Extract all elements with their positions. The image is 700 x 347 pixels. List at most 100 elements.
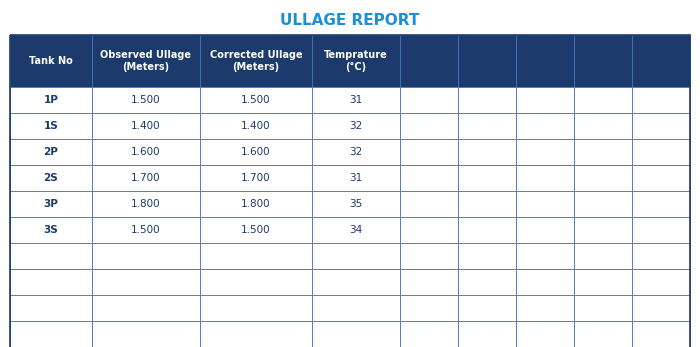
- Bar: [632, 191, 690, 217]
- Bar: [312, 217, 400, 243]
- Bar: [92, 165, 200, 191]
- Bar: [574, 165, 632, 191]
- Bar: [92, 191, 200, 217]
- Bar: [312, 295, 400, 321]
- Text: 1.700: 1.700: [241, 173, 271, 183]
- Text: 1.500: 1.500: [241, 95, 271, 105]
- Bar: [400, 295, 458, 321]
- Bar: [516, 217, 574, 243]
- Bar: [10, 295, 92, 321]
- Bar: [10, 191, 92, 217]
- Text: 1.500: 1.500: [241, 225, 271, 235]
- Bar: [10, 321, 92, 347]
- Bar: [400, 217, 458, 243]
- Bar: [92, 321, 200, 347]
- Bar: [200, 217, 312, 243]
- Bar: [92, 269, 200, 295]
- Text: 3P: 3P: [43, 199, 58, 209]
- Bar: [516, 165, 574, 191]
- Bar: [92, 243, 200, 269]
- Text: 1.400: 1.400: [131, 121, 161, 131]
- Text: Corrected Ullage
(Meters): Corrected Ullage (Meters): [210, 50, 302, 72]
- Bar: [200, 191, 312, 217]
- Bar: [632, 165, 690, 191]
- Bar: [458, 321, 516, 347]
- Text: 32: 32: [349, 121, 363, 131]
- Bar: [200, 321, 312, 347]
- Bar: [574, 35, 632, 87]
- Bar: [574, 191, 632, 217]
- Bar: [200, 269, 312, 295]
- Bar: [400, 321, 458, 347]
- Bar: [632, 269, 690, 295]
- Bar: [516, 35, 574, 87]
- Bar: [200, 295, 312, 321]
- Bar: [632, 35, 690, 87]
- Bar: [92, 35, 200, 87]
- Bar: [10, 139, 92, 165]
- Text: 1S: 1S: [43, 121, 58, 131]
- Text: 1.700: 1.700: [131, 173, 161, 183]
- Bar: [574, 217, 632, 243]
- Text: 1.600: 1.600: [131, 147, 161, 157]
- Bar: [92, 217, 200, 243]
- Bar: [632, 321, 690, 347]
- Bar: [200, 87, 312, 113]
- Text: 1.400: 1.400: [241, 121, 271, 131]
- Text: 3S: 3S: [43, 225, 58, 235]
- Text: Observed Ullage
(Meters): Observed Ullage (Meters): [101, 50, 192, 72]
- Bar: [458, 269, 516, 295]
- Bar: [574, 139, 632, 165]
- Bar: [574, 295, 632, 321]
- Bar: [400, 243, 458, 269]
- Text: 2S: 2S: [43, 173, 58, 183]
- Bar: [312, 87, 400, 113]
- Bar: [92, 295, 200, 321]
- Bar: [10, 217, 92, 243]
- Bar: [10, 165, 92, 191]
- Bar: [312, 165, 400, 191]
- Bar: [516, 295, 574, 321]
- Bar: [458, 191, 516, 217]
- Bar: [574, 269, 632, 295]
- Bar: [574, 321, 632, 347]
- Bar: [10, 113, 92, 139]
- Bar: [516, 321, 574, 347]
- Bar: [632, 87, 690, 113]
- Bar: [400, 35, 458, 87]
- Bar: [458, 139, 516, 165]
- Text: Tank No: Tank No: [29, 56, 73, 66]
- Text: 31: 31: [349, 173, 363, 183]
- Bar: [458, 35, 516, 87]
- Bar: [200, 35, 312, 87]
- Bar: [10, 87, 92, 113]
- Bar: [632, 243, 690, 269]
- Bar: [458, 243, 516, 269]
- Bar: [400, 269, 458, 295]
- Text: 35: 35: [349, 199, 363, 209]
- Bar: [632, 217, 690, 243]
- Bar: [516, 191, 574, 217]
- Bar: [92, 113, 200, 139]
- Bar: [312, 321, 400, 347]
- Text: 32: 32: [349, 147, 363, 157]
- Bar: [458, 87, 516, 113]
- Bar: [400, 139, 458, 165]
- Bar: [312, 139, 400, 165]
- Bar: [516, 269, 574, 295]
- Bar: [574, 87, 632, 113]
- Text: 1.800: 1.800: [131, 199, 161, 209]
- Text: 1.600: 1.600: [241, 147, 271, 157]
- Bar: [458, 165, 516, 191]
- Bar: [632, 113, 690, 139]
- Bar: [200, 243, 312, 269]
- Bar: [200, 165, 312, 191]
- Bar: [10, 35, 92, 87]
- Bar: [400, 113, 458, 139]
- Bar: [516, 139, 574, 165]
- Bar: [400, 191, 458, 217]
- Bar: [458, 113, 516, 139]
- Bar: [574, 243, 632, 269]
- Bar: [516, 87, 574, 113]
- Bar: [458, 295, 516, 321]
